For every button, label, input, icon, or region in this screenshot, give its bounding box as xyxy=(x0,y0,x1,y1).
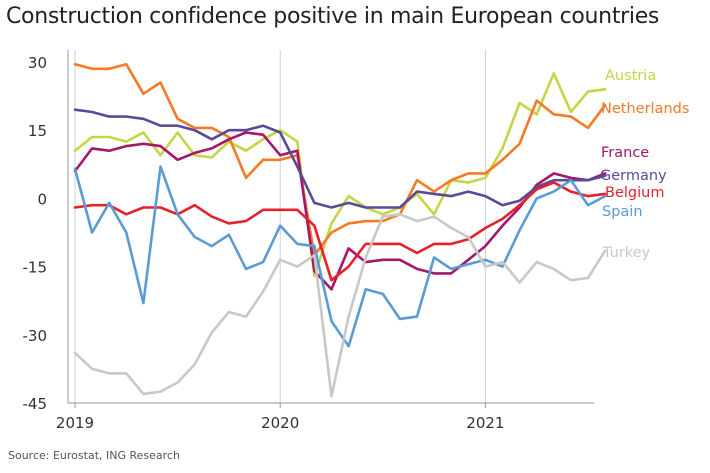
legend-label-austria: Austria xyxy=(605,68,656,84)
y-tick-label: 0 xyxy=(37,190,47,208)
legend-label-spain: Spain xyxy=(602,204,643,220)
y-tick-label: -45 xyxy=(23,395,48,413)
chart-title: Construction confidence positive in main… xyxy=(6,4,660,29)
series-line-germany xyxy=(73,108,607,209)
y-tick-label: 15 xyxy=(28,122,47,140)
series-line-spain xyxy=(73,165,607,348)
series-line-france xyxy=(73,131,607,291)
x-tick-label: 2020 xyxy=(261,414,299,432)
series-line-belgium xyxy=(73,181,607,282)
y-tick-label: 30 xyxy=(28,54,47,72)
legend-label-netherlands: Netherlands xyxy=(601,101,689,117)
legend-label-turkey: Turkey xyxy=(602,245,651,261)
legend-label-belgium: Belgium xyxy=(605,185,664,201)
legend-label-france: France xyxy=(601,145,649,161)
series-line-turkey xyxy=(73,213,607,398)
x-tick-label: 2021 xyxy=(466,414,504,432)
x-tick-label: 2019 xyxy=(56,414,94,432)
y-tick-label: -30 xyxy=(23,327,48,345)
legend-label-germany: Germany xyxy=(600,168,667,184)
series-line-austria xyxy=(73,72,607,278)
source-note: Source: Eurostat, ING Research xyxy=(8,449,180,462)
series-line-netherlands xyxy=(73,63,607,257)
y-tick-label: -15 xyxy=(23,259,48,277)
